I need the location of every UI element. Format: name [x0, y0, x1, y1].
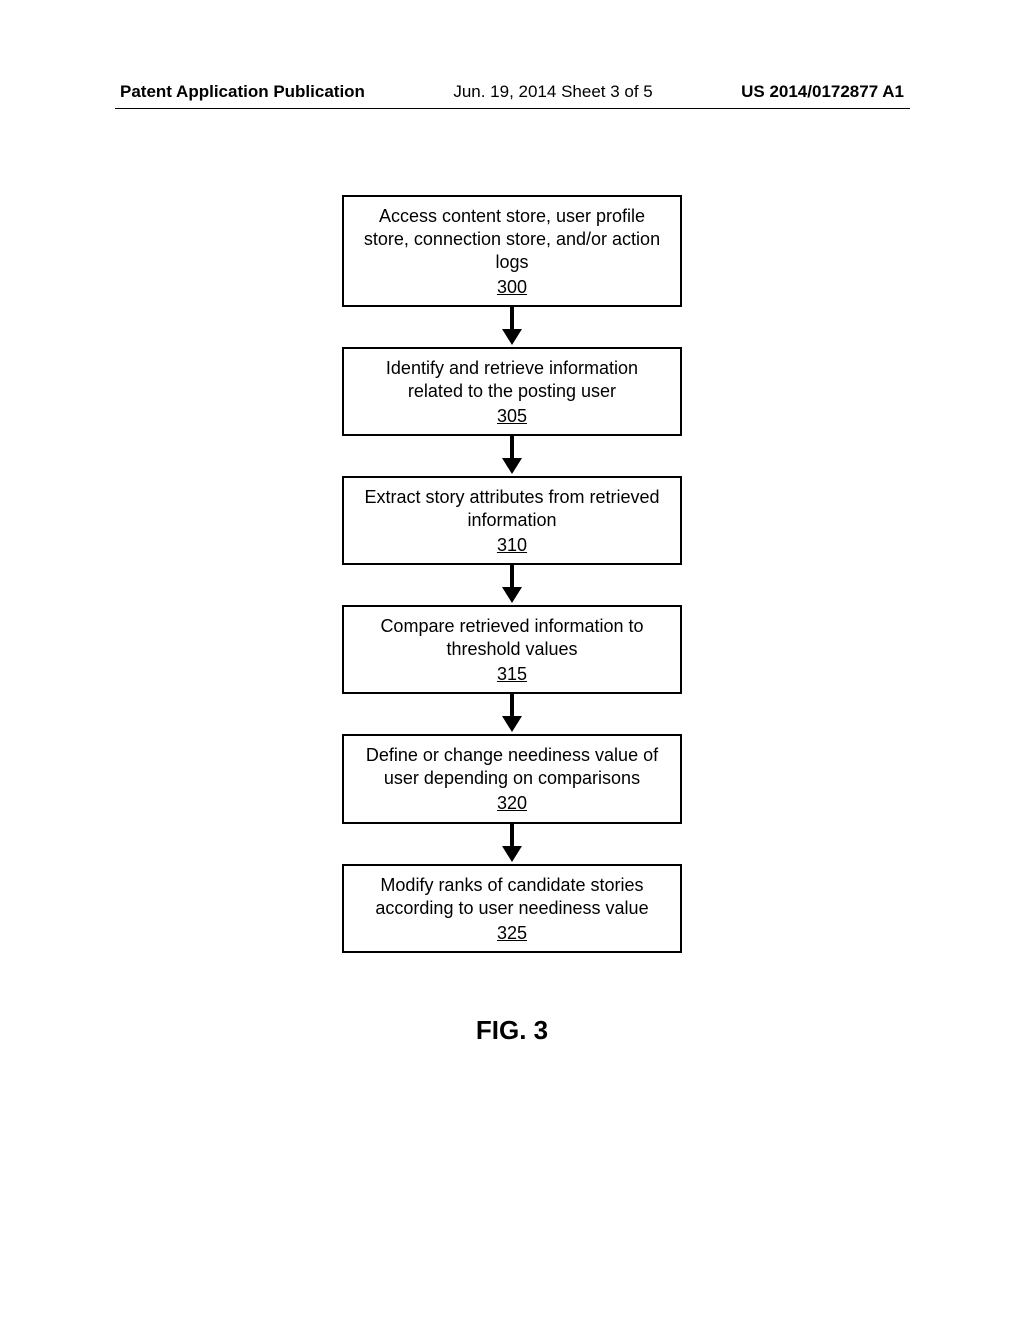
- page-header: Patent Application Publication Jun. 19, …: [0, 82, 1024, 102]
- flow-node-text: Modify ranks of candidate stories accord…: [356, 874, 668, 920]
- flow-node-310: Extract story attributes from retrieved …: [342, 476, 682, 565]
- flow-node-text: Identify and retrieve information relate…: [356, 357, 668, 403]
- flow-node-ref: 310: [497, 534, 527, 557]
- header-date-sheet: Jun. 19, 2014 Sheet 3 of 5: [453, 82, 652, 102]
- flow-node-text: Define or change neediness value of user…: [356, 744, 668, 790]
- header-rule: [115, 108, 910, 109]
- flow-node-text: Extract story attributes from retrieved …: [356, 486, 668, 532]
- flow-arrow: [502, 436, 522, 476]
- flow-arrow: [502, 824, 522, 864]
- flow-arrow: [502, 565, 522, 605]
- flow-node-text: Access content store, user profile store…: [356, 205, 668, 274]
- flow-node-320: Define or change neediness value of user…: [342, 734, 682, 823]
- flow-arrow: [502, 307, 522, 347]
- flow-node-ref: 320: [497, 792, 527, 815]
- flow-arrow: [502, 694, 522, 734]
- flow-node-ref: 300: [497, 276, 527, 299]
- flowchart: Access content store, user profile store…: [0, 195, 1024, 953]
- flow-node-325: Modify ranks of candidate stories accord…: [342, 864, 682, 953]
- header-patent-number: US 2014/0172877 A1: [741, 82, 904, 102]
- flow-node-300: Access content store, user profile store…: [342, 195, 682, 307]
- flow-node-ref: 305: [497, 405, 527, 428]
- figure-label: FIG. 3: [0, 1015, 1024, 1046]
- flow-node-315: Compare retrieved information to thresho…: [342, 605, 682, 694]
- header-publication: Patent Application Publication: [120, 82, 365, 102]
- flow-node-ref: 315: [497, 663, 527, 686]
- flow-node-ref: 325: [497, 922, 527, 945]
- flow-node-text: Compare retrieved information to thresho…: [356, 615, 668, 661]
- flow-node-305: Identify and retrieve information relate…: [342, 347, 682, 436]
